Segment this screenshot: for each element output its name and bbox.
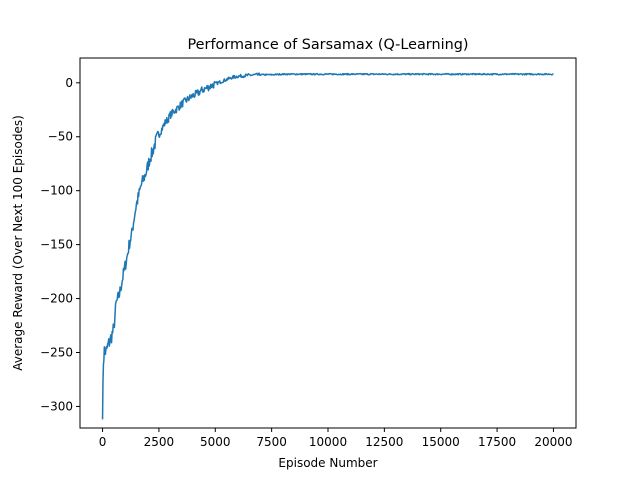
x-tick-label: 10000 [309,435,347,449]
y-axis-ticks: −300 −250 −200 −150 −100 −50 0 [40,76,80,413]
x-tick-label: 7500 [256,435,287,449]
x-tick-label: 2500 [144,435,175,449]
y-tick-label: −250 [40,345,73,359]
x-tick-label: 15000 [422,435,460,449]
y-axis-label: Average Reward (Over Next 100 Episodes) [11,115,25,371]
x-tick-label: 0 [99,435,107,449]
y-tick-label: −300 [40,399,73,413]
chart-title: Performance of Sarsamax (Q-Learning) [188,37,469,53]
x-tick-label: 17500 [478,435,516,449]
x-axis-label: Episode Number [278,456,377,470]
y-tick-label: 0 [65,76,73,90]
axes-frame [79,57,577,429]
y-tick-label: −50 [48,130,73,144]
series-line [101,72,554,420]
y-tick-label: −150 [40,238,73,252]
y-tick-label: −100 [40,184,73,198]
plot-area [101,72,554,420]
y-tick-label: −200 [40,292,73,306]
x-axis-ticks: 0 2500 5000 7500 10000 12500 15000 17500 20000 [99,428,573,449]
x-tick-label: 5000 [200,435,231,449]
x-tick-label: 20000 [534,435,572,449]
x-tick-label: 12500 [365,435,403,449]
